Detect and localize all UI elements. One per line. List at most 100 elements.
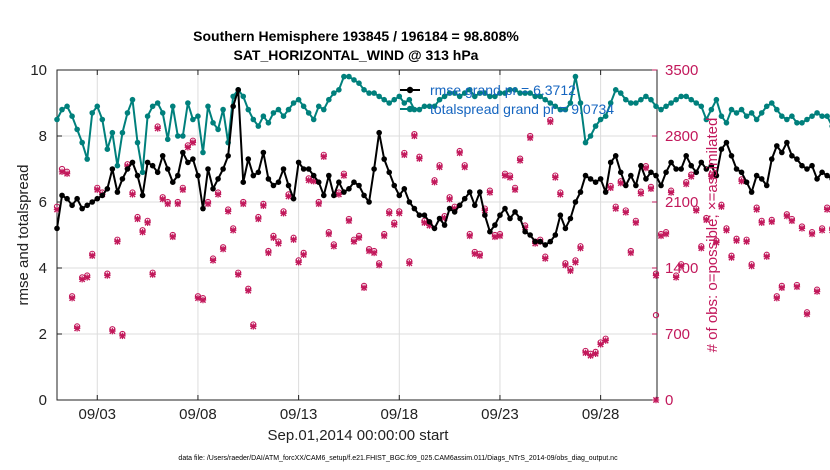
- obs-assimilated-point: [300, 251, 307, 258]
- totalspread-point: [814, 110, 820, 116]
- rmse-point: [129, 159, 136, 166]
- totalspread-point: [351, 77, 357, 83]
- rmse-point: [512, 209, 518, 215]
- totalspread-point: [617, 90, 624, 96]
- totalspread-point: [401, 100, 408, 106]
- x-tick-label: 09/23: [481, 406, 519, 423]
- totalspread-point: [673, 96, 679, 103]
- rmse-point: [200, 205, 206, 212]
- rmse-point: [502, 205, 508, 212]
- totalspread-point: [431, 103, 438, 110]
- y-right-tick-label: 0: [665, 392, 673, 409]
- rmse-point: [607, 159, 614, 166]
- obs-assimilated-point: [657, 232, 665, 240]
- obs-assimilated-point: [199, 296, 207, 304]
- obs-assimilated-point: [803, 311, 811, 318]
- obs-assimilated-point: [602, 337, 609, 344]
- totalspread-point: [708, 106, 715, 113]
- rmse-point: [527, 232, 533, 238]
- totalspread-point: [547, 100, 554, 106]
- obs-assimilated-point: [783, 212, 791, 220]
- rmse-point: [451, 209, 458, 215]
- totalspread-point: [557, 106, 564, 113]
- x-tick-label: 09/08: [179, 406, 217, 423]
- rmse-point: [220, 166, 226, 172]
- grid: [57, 70, 657, 400]
- totalspread-point: [784, 116, 790, 123]
- totalspread-point: [300, 103, 307, 110]
- totalspread-point: [265, 120, 272, 126]
- totalspread-point: [738, 106, 745, 113]
- totalspread-point: [426, 103, 433, 110]
- obs-assimilated-point: [139, 228, 146, 236]
- rmse-point: [809, 162, 815, 169]
- totalspread-point: [819, 113, 825, 119]
- totalspread-point: [602, 113, 609, 119]
- obs-assimilated-point: [456, 149, 463, 157]
- rmse-point: [260, 149, 267, 156]
- obs-assimilated-point: [818, 227, 826, 234]
- obs-assimilated-point: [94, 186, 101, 193]
- obs-assimilated-point: [728, 254, 735, 261]
- rmse-point: [119, 176, 126, 182]
- totalspread-point: [89, 110, 96, 116]
- totalspread-point: [205, 103, 211, 110]
- rmse-point: [477, 189, 483, 195]
- obs-assimilated-point: [280, 210, 287, 217]
- rmse-point: [441, 222, 448, 228]
- obs-assimilated-point: [632, 219, 640, 226]
- obs-assimilated-point: [305, 177, 312, 184]
- obs-assimilated-point: [295, 259, 302, 266]
- totalspread-point: [668, 100, 674, 106]
- totalspread-point: [154, 100, 161, 106]
- rmse-point: [537, 238, 544, 245]
- obs-assimilated-point: [144, 219, 151, 226]
- plot-frame: [56, 69, 658, 401]
- totalspread-point: [743, 113, 750, 119]
- totalspread-point: [200, 149, 206, 156]
- rmse-point: [643, 176, 649, 182]
- rmse-point: [753, 172, 760, 179]
- obs-assimilated-point: [340, 172, 348, 179]
- obs-assimilated-point: [436, 163, 443, 171]
- obs-assimilated-point: [552, 174, 559, 181]
- obs-assimilated-point: [184, 144, 192, 151]
- obs-assimilated-point: [245, 287, 252, 294]
- obs-assimilated-point: [63, 170, 71, 177]
- rmse-point: [804, 166, 810, 172]
- obs-assimilated-point: [823, 206, 830, 213]
- rmse-point: [185, 159, 191, 166]
- rmse-point: [814, 176, 820, 182]
- obs-possible-endpoint: [652, 311, 660, 319]
- obs-assimilated-point: [713, 239, 720, 246]
- totalspread-point: [164, 136, 171, 143]
- rmse-point: [648, 169, 654, 176]
- obs-assimilated-point: [104, 272, 111, 279]
- obs-assimilated-point: [592, 350, 599, 357]
- totalspread-point: [512, 87, 518, 93]
- obs-assimilated-point: [491, 233, 499, 241]
- totalspread-point: [471, 93, 478, 100]
- totalspread-point: [341, 73, 347, 80]
- totalspread-point: [653, 103, 659, 110]
- legend-marker-totalspread: [406, 105, 414, 113]
- obs-assimilated-point: [617, 179, 624, 187]
- rmse-point: [698, 159, 705, 166]
- rmse-point: [522, 228, 528, 235]
- x-tick-label: 09/28: [582, 406, 620, 423]
- totalspread-point: [215, 126, 221, 133]
- rmse-point: [240, 179, 247, 185]
- totalspread-point: [794, 120, 800, 126]
- obs-assimilated-point: [743, 238, 750, 245]
- totalspread-point: [421, 103, 428, 110]
- obs-assimilated-point: [597, 341, 604, 348]
- rmse-point: [99, 192, 106, 199]
- totalspread-point: [245, 106, 252, 113]
- obs-assimilated-point: [647, 185, 655, 192]
- obs-assimilated-point: [391, 221, 398, 228]
- obs-assimilated-point: [496, 232, 504, 240]
- totalspread-point: [310, 116, 317, 123]
- obs-assimilated-point: [370, 249, 378, 257]
